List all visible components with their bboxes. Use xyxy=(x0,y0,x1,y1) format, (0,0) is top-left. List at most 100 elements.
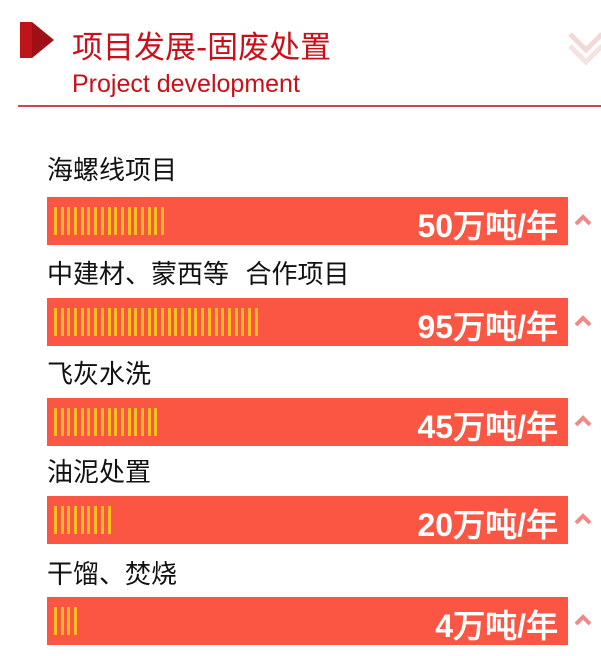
project-name: 干馏、焚烧 xyxy=(47,560,178,590)
stripe xyxy=(114,308,118,336)
capacity-value: 20万吨/年 xyxy=(417,507,559,543)
stripe xyxy=(207,308,211,336)
capacity-value: 95万吨/年 xyxy=(417,309,559,345)
stripe xyxy=(147,408,151,436)
capacity-value: 50万吨/年 xyxy=(417,208,559,244)
stripe xyxy=(187,308,191,336)
stripe xyxy=(80,308,84,336)
stripe xyxy=(87,308,91,336)
project-name: 飞灰水洗 xyxy=(47,360,152,390)
project-name: 海螺线项目 xyxy=(47,156,178,186)
stripe xyxy=(140,308,144,336)
stripe xyxy=(67,607,71,635)
stripe xyxy=(254,308,258,336)
chevron-up-icon[interactable] xyxy=(574,415,592,427)
page-title: 项目发展-固废处置 xyxy=(72,30,332,66)
chevron-up-icon[interactable] xyxy=(574,315,592,327)
stripe xyxy=(60,207,64,235)
stripe xyxy=(80,408,84,436)
stripe xyxy=(94,506,98,534)
stripe xyxy=(67,207,71,235)
stripe xyxy=(74,308,78,336)
capacity-value: 45万吨/年 xyxy=(417,409,559,445)
stripe xyxy=(227,308,231,336)
stripe xyxy=(107,408,111,436)
stripe xyxy=(174,308,178,336)
stripe xyxy=(60,308,64,336)
stripe xyxy=(214,308,218,336)
stripe xyxy=(194,308,198,336)
stripe xyxy=(154,207,158,235)
project-name: 油泥处置 xyxy=(47,458,152,488)
stripe xyxy=(100,308,104,336)
stripe xyxy=(140,408,144,436)
flag-icon xyxy=(20,22,54,58)
project-name: 中建材、蒙西等 合作项目 xyxy=(47,260,350,290)
stripe xyxy=(114,207,118,235)
stripe xyxy=(134,308,138,336)
stripe xyxy=(67,308,71,336)
stripe xyxy=(80,506,84,534)
stripe-indicator xyxy=(54,506,111,534)
stripe xyxy=(60,408,64,436)
stripe xyxy=(107,308,111,336)
stripe xyxy=(60,506,64,534)
header-divider xyxy=(18,105,601,107)
stripe xyxy=(54,408,57,436)
chevron-up-icon[interactable] xyxy=(574,513,592,525)
stripe xyxy=(74,506,78,534)
stripe-indicator xyxy=(54,207,164,235)
stripe xyxy=(221,308,225,336)
capacity-bar: 4万吨/年 xyxy=(47,597,568,645)
page-subtitle: Project development xyxy=(72,70,300,98)
capacity-bar: 95万吨/年 xyxy=(47,298,568,346)
stripe xyxy=(67,408,71,436)
stripe xyxy=(74,408,78,436)
stripe xyxy=(120,308,124,336)
stripe xyxy=(87,408,91,436)
stripe xyxy=(181,308,185,336)
stripe xyxy=(100,408,104,436)
stripe xyxy=(107,207,111,235)
stripe xyxy=(54,607,57,635)
stripe xyxy=(134,207,138,235)
stripe xyxy=(120,408,124,436)
stripe xyxy=(114,408,118,436)
stripe xyxy=(94,408,98,436)
stripe xyxy=(247,308,251,336)
stripe xyxy=(100,207,104,235)
stripe xyxy=(167,308,171,336)
stripe-indicator xyxy=(54,408,158,436)
stripe xyxy=(140,207,144,235)
capacity-value: 4万吨/年 xyxy=(435,608,558,644)
chevron-down-icon xyxy=(568,32,601,66)
stripe xyxy=(54,506,57,534)
stripe xyxy=(161,207,164,235)
stripe xyxy=(94,207,98,235)
capacity-bar: 20万吨/年 xyxy=(47,496,568,544)
stripe xyxy=(94,308,98,336)
stripe xyxy=(154,408,158,436)
stripe xyxy=(201,308,205,336)
stripe xyxy=(74,607,78,635)
stripe xyxy=(127,408,131,436)
stripe xyxy=(127,308,131,336)
stripe xyxy=(100,506,104,534)
stripe xyxy=(67,506,71,534)
stripe xyxy=(134,408,138,436)
stripe xyxy=(127,207,131,235)
stripe xyxy=(60,607,64,635)
stripe xyxy=(147,308,151,336)
stripe xyxy=(87,207,91,235)
stripe-indicator xyxy=(54,607,78,635)
stripe xyxy=(147,207,151,235)
stripe xyxy=(74,207,78,235)
stripe xyxy=(241,308,245,336)
stripe xyxy=(54,207,57,235)
stripe xyxy=(87,506,91,534)
chevron-up-icon[interactable] xyxy=(574,614,592,626)
stripe xyxy=(107,506,111,534)
stripe xyxy=(54,308,57,336)
stripe xyxy=(161,308,164,336)
chevron-up-icon[interactable] xyxy=(574,214,592,226)
